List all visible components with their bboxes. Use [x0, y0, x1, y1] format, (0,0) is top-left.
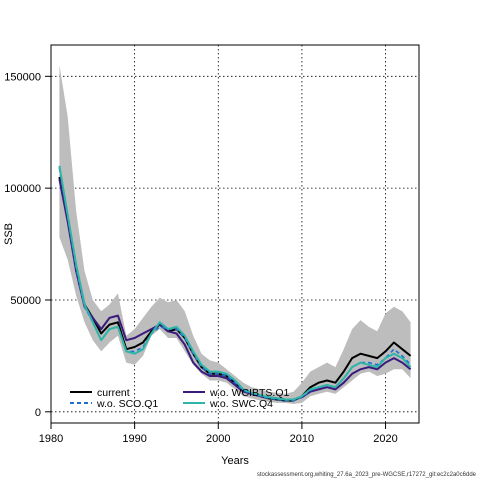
y-axis-label: SSB	[3, 223, 15, 245]
x-tick-label: 2000	[206, 433, 230, 445]
y-axis: 0 50000 100000 150000	[4, 71, 51, 419]
x-tick-label: 1990	[122, 433, 146, 445]
legend-label: w.o. SWC.Q4	[209, 398, 273, 410]
series-lines	[58, 165, 412, 402]
legend-label: w.o. SCO.Q1	[96, 398, 158, 410]
plot-frame	[50, 44, 420, 424]
legend-label: w.o. WCIBTS.Q1	[209, 387, 290, 399]
x-tick-label: 2020	[373, 433, 397, 445]
y-tick-label: 150000	[4, 71, 41, 83]
x-axis: 1980 1990 2000 2010 2020	[39, 423, 398, 445]
y-tick-label: 0	[35, 407, 41, 419]
x-tick-label: 1980	[39, 433, 63, 445]
footer-source-text: stockassessment.org,whiting_27.6a_2023_p…	[256, 472, 476, 478]
series-line-1	[58, 179, 412, 401]
y-tick-label: 50000	[10, 295, 41, 307]
x-tick-label: 2010	[290, 433, 314, 445]
x-axis-label: Years	[221, 455, 249, 467]
confidence-band	[59, 65, 411, 404]
grid	[51, 45, 419, 423]
series-line-3	[58, 165, 412, 401]
legend-label: current	[97, 387, 130, 399]
y-tick-label: 100000	[4, 183, 41, 195]
